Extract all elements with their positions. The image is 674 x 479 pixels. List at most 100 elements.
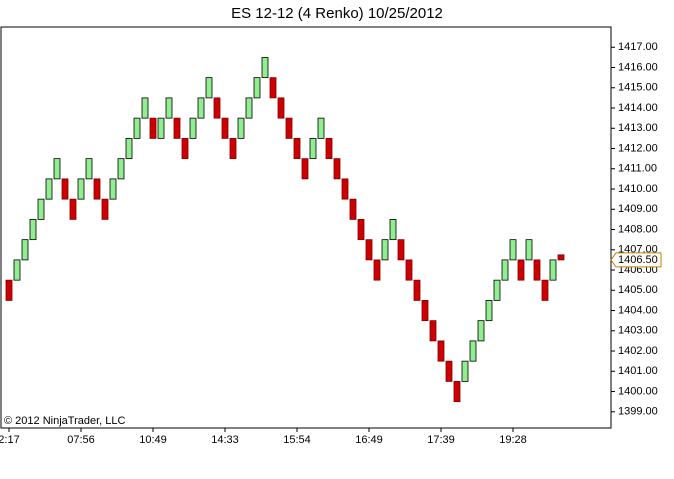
copyright: © 2012 NinjaTrader, LLC	[4, 415, 125, 427]
renko-brick	[509, 239, 517, 261]
y-tick-label: 1408.00	[618, 223, 658, 235]
x-tick-label: 15:54	[283, 434, 311, 446]
renko-brick	[61, 178, 69, 200]
renko-brick	[237, 117, 245, 139]
y-tick-label: 1414.00	[618, 102, 658, 114]
renko-brick	[29, 218, 37, 241]
renko-brick	[293, 137, 301, 160]
renko-brick	[125, 137, 133, 160]
renko-brick	[501, 259, 509, 281]
renko-brick	[413, 279, 421, 301]
renko-brick	[485, 300, 493, 322]
renko-brick	[261, 56, 269, 79]
renko-brick	[101, 198, 109, 220]
renko-brick	[53, 158, 61, 180]
renko-brick	[277, 97, 285, 119]
y-tick-label: 1413.00	[618, 122, 658, 134]
renko-brick	[493, 279, 501, 301]
renko-brick	[13, 259, 21, 281]
renko-brick	[405, 259, 413, 281]
renko-brick	[221, 117, 229, 139]
x-tick-label: 14:33	[211, 434, 239, 446]
renko-brick	[301, 158, 309, 180]
renko-brick	[469, 340, 477, 362]
x-tick-label: 19:28	[499, 434, 527, 446]
renko-brick	[517, 259, 525, 281]
renko-brick	[157, 117, 165, 139]
renko-brick	[357, 218, 365, 241]
x-tick-label: 16:49	[355, 434, 383, 446]
renko-brick	[133, 117, 141, 139]
y-tick-label: 1402.00	[618, 345, 658, 357]
renko-brick	[549, 259, 557, 281]
renko-brick	[541, 279, 549, 301]
renko-brick	[557, 254, 565, 261]
renko-brick	[437, 340, 445, 362]
y-tick-label: 1416.00	[618, 61, 658, 73]
plot-frame	[0, 26, 612, 429]
renko-brick	[325, 137, 333, 160]
last-price-box	[610, 252, 662, 268]
renko-brick	[229, 137, 237, 160]
chart-title: ES 12-12 (4 Renko) 10/25/2012	[231, 5, 443, 22]
y-tick-label: 1412.00	[618, 142, 658, 154]
renko-brick	[109, 178, 117, 200]
x-tick-label: 07:56	[67, 434, 95, 446]
y-tick-label: 1403.00	[618, 325, 658, 337]
renko-brick	[213, 97, 221, 119]
renko-brick	[333, 158, 341, 180]
y-tick-label: 1409.00	[618, 203, 658, 215]
y-tick-label: 1411.00	[618, 163, 657, 175]
renko-brick	[5, 279, 13, 301]
renko-brick	[85, 158, 93, 180]
x-tick-label: 10:49	[139, 434, 167, 446]
renko-brick	[525, 239, 533, 261]
renko-brick	[317, 117, 325, 139]
renko-brick	[197, 97, 205, 119]
renko-brick	[269, 77, 277, 99]
y-tick-label: 1401.00	[618, 365, 658, 377]
renko-brick	[341, 178, 349, 200]
renko-brick	[365, 239, 373, 261]
renko-brick	[461, 360, 469, 382]
y-tick-label: 1410.00	[618, 183, 658, 195]
renko-brick	[21, 239, 29, 261]
renko-brick	[309, 137, 317, 160]
y-tick-label: 1399.00	[618, 406, 658, 418]
renko-brick	[477, 320, 485, 342]
y-tick-label: 1400.00	[618, 385, 658, 397]
renko-brick	[189, 117, 197, 139]
y-tick-label: 1404.00	[618, 304, 658, 316]
y-tick-label: 1405.00	[618, 284, 658, 296]
renko-brick	[69, 198, 77, 220]
renko-brick	[245, 97, 253, 119]
renko-brick	[421, 300, 429, 322]
renko-brick	[285, 117, 293, 139]
y-tick-label: 1415.00	[618, 82, 658, 94]
renko-brick	[77, 178, 85, 200]
renko-brick	[349, 198, 357, 220]
renko-brick	[453, 381, 461, 403]
renko-brick	[373, 259, 381, 281]
renko-brick	[45, 178, 53, 200]
renko-brick	[165, 97, 173, 119]
renko-brick	[205, 77, 213, 99]
renko-brick	[181, 137, 189, 160]
renko-brick	[253, 77, 261, 99]
renko-brick	[93, 178, 101, 200]
x-tick-label: 17:39	[427, 434, 455, 446]
renko-brick	[397, 239, 405, 261]
renko-brick	[381, 239, 389, 261]
renko-brick	[389, 218, 397, 241]
renko-brick	[117, 158, 125, 180]
x-tick-label: 2:17	[0, 434, 20, 446]
y-tick-label: 1417.00	[618, 41, 658, 53]
renko-brick	[37, 198, 45, 220]
renko-brick	[141, 97, 149, 119]
renko-brick	[173, 117, 181, 139]
renko-brick	[149, 117, 157, 139]
renko-brick	[445, 360, 453, 382]
renko-brick	[533, 259, 541, 281]
last-price-label: 1406.50	[618, 254, 658, 266]
